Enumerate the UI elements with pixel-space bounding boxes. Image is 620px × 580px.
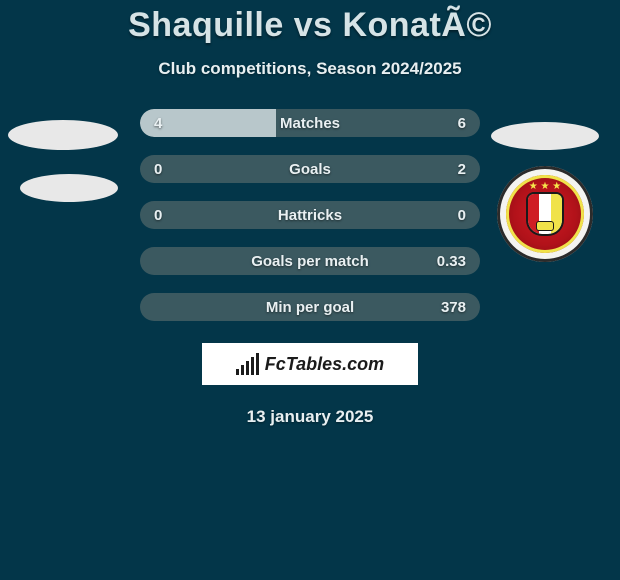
stat-row-hattricks: 0 Hattricks 0 bbox=[140, 201, 480, 229]
logo-text-prefix: Fc bbox=[265, 354, 286, 374]
logo-bar bbox=[246, 361, 249, 375]
stat-label: Goals bbox=[140, 161, 480, 178]
stat-label: Min per goal bbox=[140, 299, 480, 316]
logo-bar bbox=[241, 365, 244, 375]
date-label: 13 january 2025 bbox=[247, 407, 374, 427]
stat-label: Matches bbox=[140, 115, 480, 132]
logo-bar bbox=[256, 353, 259, 375]
stat-label: Goals per match bbox=[140, 253, 480, 270]
fctables-logo: FcTables.com bbox=[202, 343, 418, 385]
page-subtitle: Club competitions, Season 2024/2025 bbox=[158, 59, 461, 79]
stat-value-right: 2 bbox=[458, 161, 466, 178]
shield-year-plate bbox=[537, 222, 553, 230]
stat-row-min-per-goal: Min per goal 378 bbox=[140, 293, 480, 321]
badge-star-icon: ★ ★ ★ bbox=[529, 181, 561, 192]
stat-value-right: 378 bbox=[441, 299, 466, 316]
stat-value-right: 6 bbox=[458, 115, 466, 132]
logo-text: FcTables.com bbox=[265, 354, 384, 375]
club-badge: ★ ★ ★ bbox=[497, 166, 593, 262]
stat-label: Hattricks bbox=[140, 207, 480, 224]
stat-row-matches: 4 Matches 6 bbox=[140, 109, 480, 137]
stats-list: 4 Matches 6 0 Goals 2 0 Hattricks 0 Goal… bbox=[140, 109, 480, 321]
right-player-area: ★ ★ ★ bbox=[490, 122, 600, 262]
stat-row-goals-per-match: Goals per match 0.33 bbox=[140, 247, 480, 275]
logo-text-suffix: Tables.com bbox=[286, 354, 384, 374]
left-player-ellipse-2 bbox=[20, 174, 118, 202]
page-title: Shaquille vs KonatÃ© bbox=[128, 6, 492, 45]
logo-bar bbox=[236, 369, 239, 375]
right-player-ellipse bbox=[491, 122, 599, 150]
stat-value-right: 0 bbox=[458, 207, 466, 224]
badge-shield-icon bbox=[528, 194, 562, 234]
left-player-ellipse-1 bbox=[8, 120, 118, 150]
stat-row-goals: 0 Goals 2 bbox=[140, 155, 480, 183]
left-player-area bbox=[8, 120, 128, 202]
comparison-card: Shaquille vs KonatÃ© Club competitions, … bbox=[0, 0, 620, 580]
logo-bars-icon bbox=[236, 353, 259, 375]
logo-bar bbox=[251, 357, 254, 375]
club-badge-inner: ★ ★ ★ bbox=[506, 175, 584, 253]
stat-value-right: 0.33 bbox=[437, 253, 466, 270]
